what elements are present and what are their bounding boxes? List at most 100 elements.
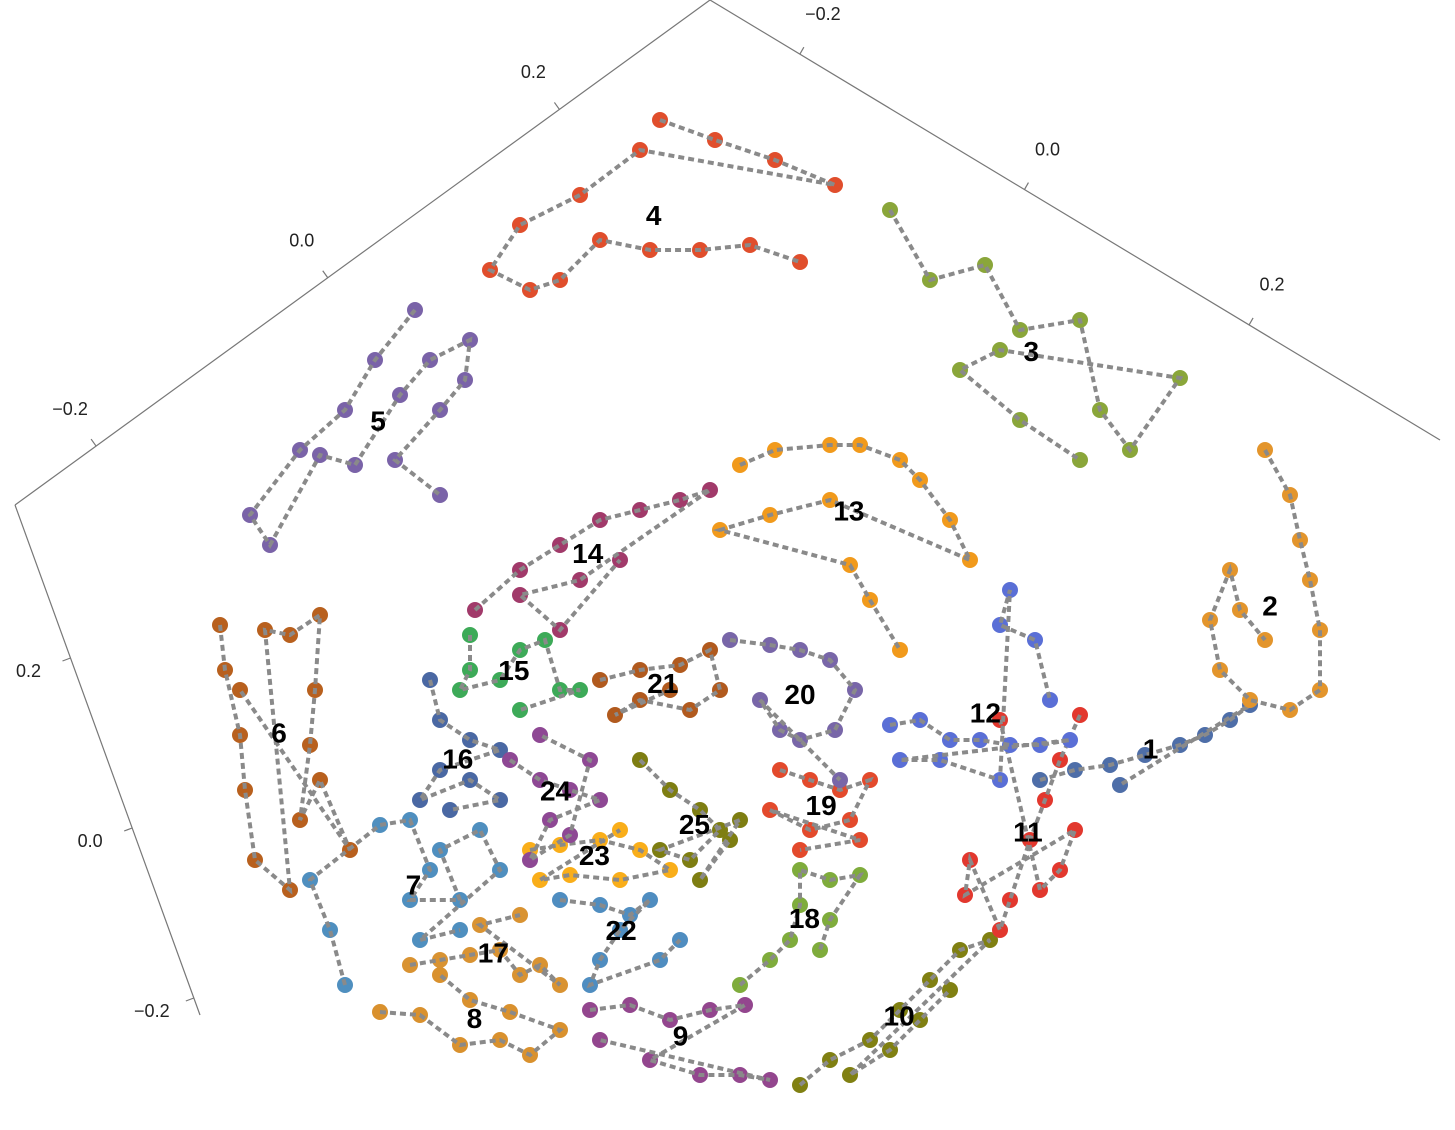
cluster-label: 10 bbox=[884, 1001, 915, 1032]
tick-mark bbox=[553, 102, 560, 110]
point bbox=[1292, 532, 1308, 548]
tick-label: −0.2 bbox=[52, 399, 88, 419]
point bbox=[442, 802, 458, 818]
cluster-label: 11 bbox=[1013, 817, 1043, 848]
cluster-label: 22 bbox=[606, 915, 637, 946]
y-axis-line bbox=[709, 0, 1441, 441]
cluster-label: 1 bbox=[1143, 734, 1159, 765]
tick-mark bbox=[799, 46, 805, 55]
point bbox=[672, 492, 688, 508]
tick-label: 0.0 bbox=[78, 831, 103, 851]
cluster bbox=[632, 752, 748, 888]
point bbox=[592, 792, 608, 808]
cluster-label: 6 bbox=[271, 717, 287, 748]
point bbox=[432, 487, 448, 503]
cluster bbox=[402, 907, 568, 993]
point bbox=[992, 617, 1008, 633]
cluster-label: 21 bbox=[647, 668, 678, 699]
trajectory bbox=[379, 973, 564, 1058]
cluster-label: 3 bbox=[1023, 336, 1039, 367]
cluster-label: 12 bbox=[970, 697, 1001, 728]
cluster bbox=[502, 727, 608, 868]
point bbox=[472, 822, 488, 838]
tick-label: 0.2 bbox=[521, 62, 546, 82]
trajectory bbox=[559, 898, 682, 989]
tick-label: 0.2 bbox=[1260, 275, 1285, 295]
cluster bbox=[212, 607, 358, 898]
trajectory bbox=[414, 679, 507, 812]
cluster bbox=[522, 822, 678, 888]
cluster-label: 25 bbox=[679, 809, 710, 840]
point bbox=[1302, 572, 1318, 588]
trajectory bbox=[409, 913, 562, 987]
trajectory bbox=[529, 828, 676, 883]
trajectory bbox=[1039, 703, 1252, 787]
point bbox=[1137, 747, 1153, 763]
point bbox=[512, 702, 528, 718]
tick-mark bbox=[1248, 317, 1254, 326]
trajectory bbox=[962, 714, 1082, 936]
cluster bbox=[482, 112, 843, 298]
tick-mark bbox=[90, 438, 97, 447]
cluster bbox=[592, 642, 728, 723]
cluster-label: 24 bbox=[540, 776, 572, 807]
trajectory bbox=[798, 938, 992, 1087]
cluster-label: 20 bbox=[784, 679, 815, 710]
tick-label: −0.2 bbox=[805, 4, 841, 24]
trajectory bbox=[729, 638, 858, 782]
cluster bbox=[882, 582, 1078, 788]
point bbox=[792, 862, 808, 878]
z-axis-line bbox=[14, 504, 201, 1016]
trajectory bbox=[888, 209, 1184, 462]
point bbox=[302, 737, 318, 753]
tick-label: 0.0 bbox=[1035, 139, 1060, 159]
tick-mark bbox=[185, 997, 195, 1002]
cluster-label: 15 bbox=[498, 655, 529, 686]
cluster bbox=[712, 437, 978, 658]
trajectory bbox=[1207, 449, 1322, 713]
cluster bbox=[722, 632, 863, 788]
point bbox=[1052, 752, 1068, 768]
point bbox=[812, 942, 828, 958]
trajectory bbox=[589, 1002, 771, 1082]
point bbox=[1002, 892, 1018, 908]
cluster-label: 4 bbox=[646, 200, 662, 231]
cluster bbox=[302, 812, 508, 993]
tick-label: −0.2 bbox=[134, 1001, 170, 1021]
point bbox=[562, 867, 578, 883]
trajectory bbox=[508, 733, 606, 866]
tick-mark bbox=[123, 827, 133, 832]
tick-mark bbox=[1023, 182, 1029, 190]
point bbox=[322, 922, 338, 938]
tick-label: 0.0 bbox=[289, 231, 314, 251]
cluster bbox=[372, 967, 568, 1063]
x-axis-line bbox=[14, 0, 711, 506]
trajectory bbox=[599, 647, 723, 717]
trajectory bbox=[307, 817, 503, 986]
cluster bbox=[1202, 442, 1328, 718]
point bbox=[892, 752, 908, 768]
cluster bbox=[242, 302, 478, 553]
point bbox=[492, 742, 508, 758]
trajectory bbox=[889, 589, 1071, 783]
cluster-label: 2 bbox=[1262, 590, 1278, 621]
trajectory bbox=[638, 758, 746, 882]
cluster bbox=[467, 482, 718, 638]
trajectory bbox=[487, 118, 836, 293]
point bbox=[1042, 692, 1058, 708]
tick-label: 0.2 bbox=[16, 661, 41, 681]
cluster-label: 18 bbox=[789, 903, 820, 934]
trajectory bbox=[769, 768, 874, 852]
cluster-label: 9 bbox=[673, 1020, 689, 1051]
point bbox=[962, 552, 978, 568]
point bbox=[1062, 732, 1078, 748]
cluster bbox=[452, 627, 588, 718]
cluster bbox=[552, 892, 688, 993]
point bbox=[592, 1032, 608, 1048]
cluster bbox=[732, 862, 868, 993]
point bbox=[237, 782, 253, 798]
cluster-label: 5 bbox=[370, 406, 386, 437]
cluster-label: 17 bbox=[478, 937, 509, 968]
